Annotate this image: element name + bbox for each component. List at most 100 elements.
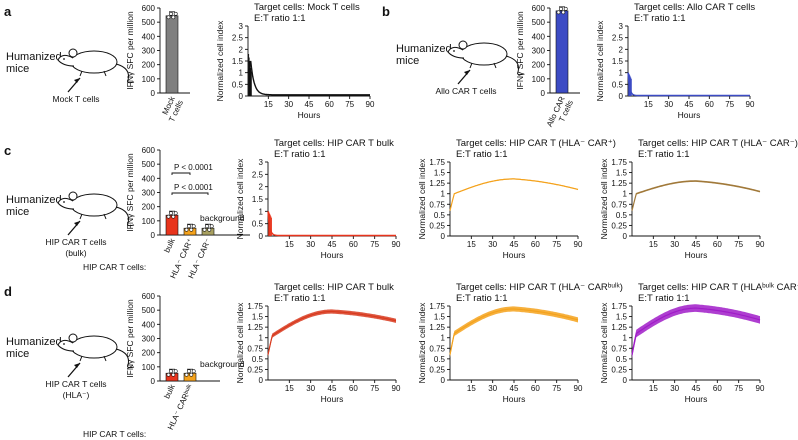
x-tick-label: 75 (370, 384, 379, 393)
plot-title: Target cells: Mock T cells (254, 2, 360, 13)
x-tick-label: 15 (285, 384, 294, 393)
error-band (450, 306, 578, 358)
y-tick-label: 2.5 (252, 170, 264, 179)
x-tick-label: 15 (649, 240, 658, 249)
data-point (207, 227, 212, 232)
y-tick-label: 0.75 (429, 344, 445, 353)
plot-title: Target cells: HIP CAR T bulk (274, 282, 394, 293)
significance-bracket (171, 192, 209, 195)
y-axis-label: Normalized cell index (417, 302, 427, 384)
x-tick-label: 15 (285, 240, 294, 249)
y-tick-label: 300 (142, 335, 156, 344)
data-point (166, 372, 171, 377)
significance-bracket (171, 172, 191, 175)
y-tick-label: 400 (142, 32, 156, 41)
panel-label-c: c (4, 143, 11, 158)
plot-title: Target cells: HIP CAR T (HLA⁻ CAR⁺) (456, 138, 616, 149)
y-tick-label: 1 (619, 69, 624, 78)
x-tick-label: 30 (670, 384, 679, 393)
y-tick-label: 1.75 (247, 302, 263, 311)
y-tick-label: 0 (259, 232, 264, 241)
y-tick-label: 1.75 (611, 158, 627, 167)
data-point (189, 227, 194, 232)
mouse-label: mice (6, 63, 29, 75)
y-tick-label: 1.5 (616, 313, 628, 322)
plot-title: E:T ratio 1:1 (254, 13, 306, 24)
y-tick-label: 0 (623, 376, 628, 385)
cell-label: Allo CAR T cells (435, 86, 496, 96)
x-tick-label: 30 (664, 100, 673, 109)
x-tick-label: 15 (649, 384, 658, 393)
y-tick-label: 0 (151, 89, 156, 98)
y-tick-label: 0.5 (616, 355, 628, 364)
x-axis-label: Hours (678, 110, 701, 120)
y-tick-label: 500 (532, 18, 546, 27)
plot-title: E:T ratio 1:1 (634, 13, 686, 24)
y-tick-label: 1.5 (612, 57, 624, 66)
y-tick-label: 1.25 (429, 323, 445, 332)
x-tick-label: 75 (552, 384, 561, 393)
mouse-label: Humanized (6, 194, 62, 206)
y-tick-label: 1 (623, 190, 628, 199)
x-tick-label: 75 (734, 384, 743, 393)
x-tick-label: 60 (531, 240, 540, 249)
y-tick-label: 0 (441, 232, 446, 241)
y-tick-label: 100 (532, 75, 546, 84)
x-tick-label: 75 (734, 240, 743, 249)
y-tick-label: 1 (441, 190, 446, 199)
bar-label-line: bulk (162, 236, 177, 254)
plot-title: Target cells: HIP CAR T (HLA⁻ CARᵇᵘˡᵏ) (456, 282, 623, 293)
data-point (171, 372, 176, 377)
y-tick-label: 2.5 (612, 34, 624, 43)
curve-line (267, 211, 396, 237)
data-point (209, 224, 214, 229)
y-tick-label: 0 (151, 377, 156, 386)
y-axis-label: Normalized cell index (235, 158, 245, 240)
data-point (563, 6, 568, 11)
y-tick-label: 100 (142, 363, 156, 372)
plot-title: Target cells: Allo CAR T cells (634, 2, 755, 13)
arrow-head (74, 363, 80, 368)
x-tick-label: 60 (349, 240, 358, 249)
y-tick-label: 200 (142, 61, 156, 70)
y-tick-label: 1 (239, 69, 244, 78)
y-tick-label: 1.75 (429, 302, 445, 311)
x-tick-label: 30 (488, 240, 497, 249)
background-label: background (200, 213, 245, 223)
x-tick-label: 90 (574, 384, 583, 393)
cell-label: HIP CAR T cells (46, 237, 107, 247)
x-tick-label: 30 (670, 240, 679, 249)
y-tick-label: 3 (239, 22, 244, 31)
data-point (166, 15, 171, 20)
x-tick-label: 75 (725, 100, 734, 109)
y-tick-label: 100 (142, 75, 156, 84)
y-tick-label: 400 (142, 174, 156, 183)
x-axis-label: Hours (503, 250, 526, 260)
curve-line (631, 307, 761, 355)
x-tick-label: 60 (705, 100, 714, 109)
data-point (168, 211, 173, 216)
y-tick-label: 1.25 (611, 179, 627, 188)
data-point (556, 10, 561, 15)
x-tick-label: 60 (349, 384, 358, 393)
x-tick-label: 45 (510, 384, 519, 393)
y-tick-label: 0.25 (247, 365, 263, 374)
background-label: background (200, 359, 245, 369)
x-tick-label: 45 (328, 240, 337, 249)
y-tick-label: 3 (619, 22, 624, 31)
y-tick-label: 0.5 (252, 355, 264, 364)
data-point (189, 372, 194, 377)
y-tick-label: 3 (259, 158, 264, 167)
bar (555, 10, 569, 94)
mouse-label: mice (396, 55, 419, 67)
y-tick-label: 0.75 (429, 200, 445, 209)
error-band (450, 178, 578, 212)
arrow-head (74, 78, 80, 83)
y-tick-label: 200 (142, 349, 156, 358)
bar-chart-a: 0 100 200 300 400 500 600 IFNγ SFC per million M… (125, 4, 190, 123)
data-point (173, 211, 178, 216)
